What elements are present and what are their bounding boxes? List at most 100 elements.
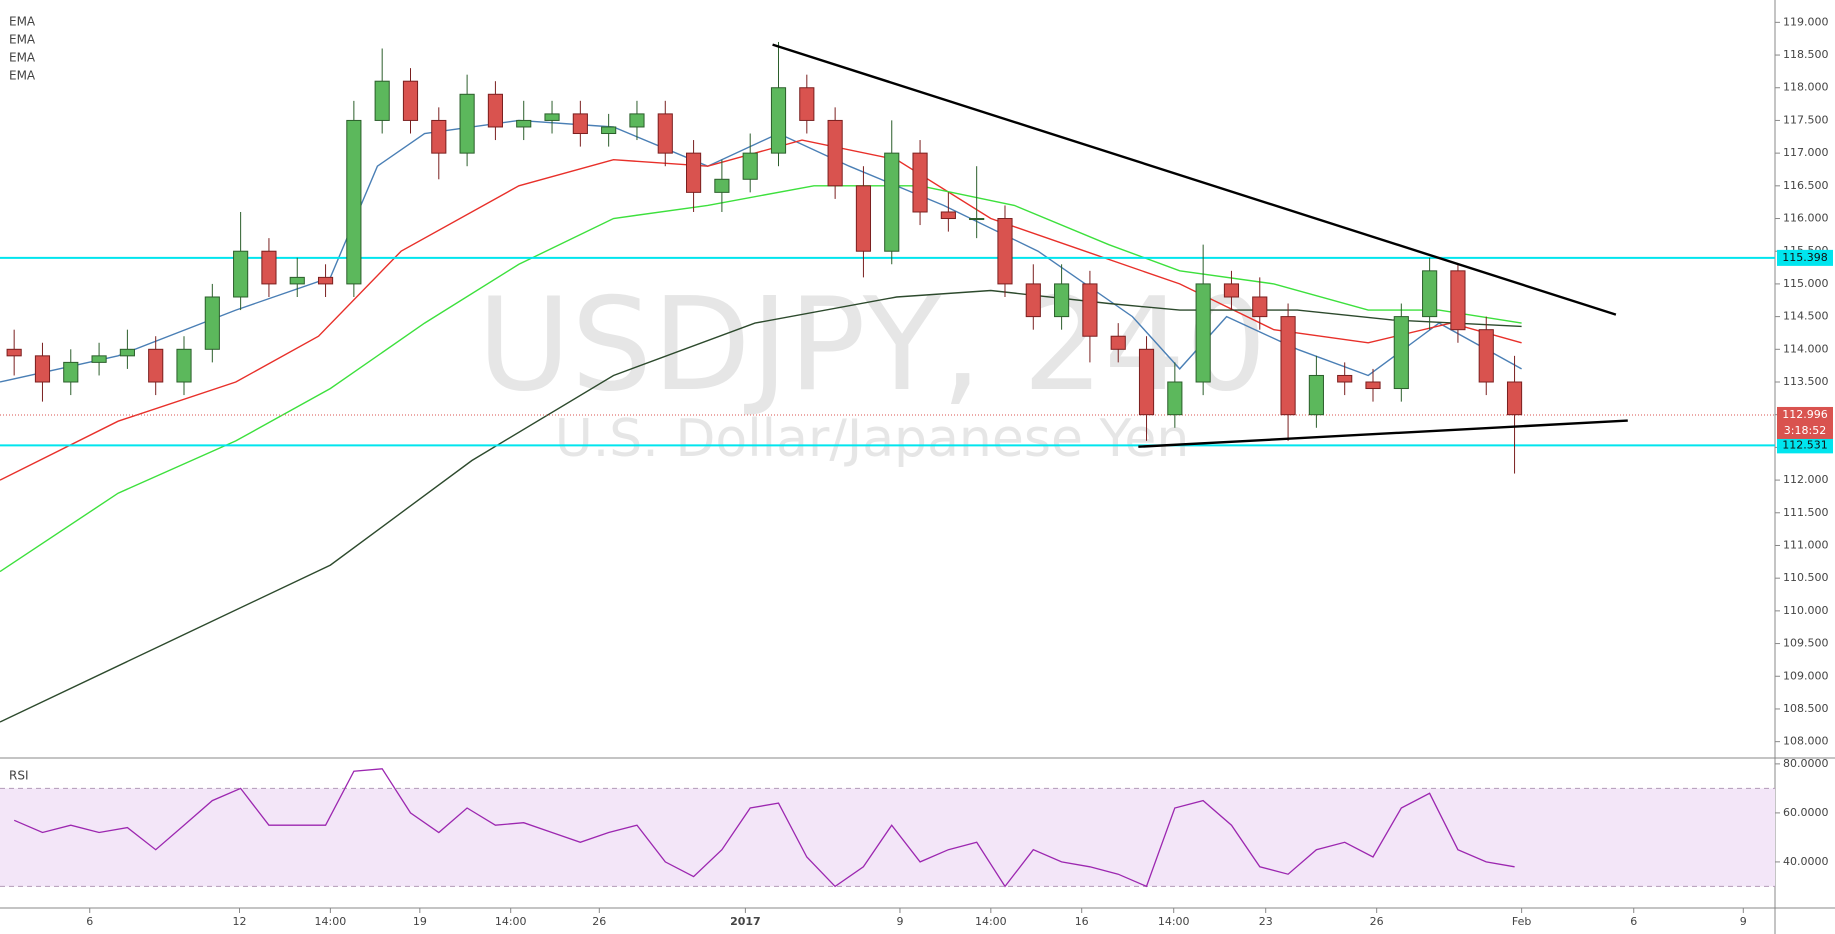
- candle-body: [289, 276, 305, 285]
- candle-body: [1223, 283, 1240, 298]
- x-tick-label: 26: [1370, 915, 1384, 928]
- x-tick-label: 26: [592, 915, 606, 928]
- candle-body: [204, 296, 220, 350]
- candle-body: [402, 80, 419, 121]
- watermark-subtitle: U.S. Dollar/Japanese Yen: [555, 409, 1190, 469]
- candle-body: [91, 355, 107, 363]
- candle-body: [1280, 316, 1296, 416]
- candle-body: [1252, 296, 1268, 318]
- candle-body: [1167, 381, 1183, 416]
- candle-body: [487, 93, 503, 128]
- candle-body: [544, 113, 560, 121]
- x-tick-label: 16: [1075, 915, 1089, 928]
- current-price-label: 112.996: [1782, 408, 1828, 421]
- candle-body: [1138, 348, 1155, 416]
- candle-body: [233, 250, 249, 298]
- y-tick-label: 109.500: [1783, 637, 1829, 650]
- price-label: 115.398: [1782, 251, 1828, 264]
- x-tick-label: 2017: [730, 915, 761, 928]
- candle-body: [827, 119, 843, 187]
- x-tick-label: 9: [1740, 915, 1747, 928]
- candle-body: [855, 185, 872, 252]
- candle-body: [1110, 335, 1126, 350]
- ema-line: [0, 185, 1522, 573]
- candle-body: [969, 218, 985, 221]
- candle-body: [1337, 374, 1353, 383]
- y-tick-label: 119.000: [1783, 15, 1829, 28]
- candle-body: [1054, 283, 1070, 318]
- candle-body: [686, 152, 702, 193]
- y-tick-label: 108.000: [1783, 735, 1829, 748]
- candle-body: [940, 211, 956, 220]
- candle-body: [176, 348, 192, 383]
- candle-body: [884, 152, 900, 252]
- y-tick-label: 110.500: [1783, 571, 1829, 584]
- y-tick-label: 115.000: [1783, 277, 1829, 290]
- candle-body: [63, 361, 79, 383]
- y-tick-label: 112.000: [1783, 473, 1829, 486]
- y-tick-label: 118.500: [1783, 48, 1829, 61]
- candle-body: [770, 87, 787, 154]
- candle-body: [1308, 374, 1324, 416]
- candle-body: [516, 119, 532, 128]
- x-tick-label: Feb: [1512, 915, 1531, 928]
- legend-entry: EMA: [9, 15, 36, 29]
- candle-body: [1422, 270, 1438, 318]
- trend-line: [1138, 419, 1628, 448]
- candle-body: [1025, 283, 1041, 318]
- current-price-box: [1777, 406, 1833, 439]
- x-tick-label: 14:00: [315, 915, 347, 928]
- price-label: 112.531: [1782, 438, 1828, 451]
- candle-body: [799, 87, 815, 121]
- rsi-band: [0, 788, 1775, 887]
- ema-line: [0, 289, 1522, 723]
- y-tick-label: 113.500: [1783, 375, 1829, 388]
- candle-body: [261, 250, 277, 285]
- legend-entry: EMA: [9, 51, 36, 65]
- candle-body: [119, 348, 135, 357]
- rsi-line: [13, 768, 1515, 888]
- rsi-label: RSI: [9, 769, 29, 783]
- y-tick-label: 111.000: [1783, 538, 1829, 551]
- countdown-label: 3:18:52: [1784, 424, 1826, 437]
- legend-entry: EMA: [9, 33, 36, 47]
- rsi-y-tick-label: 60.0000: [1783, 806, 1829, 819]
- ema-line: [0, 139, 1522, 481]
- y-tick-label: 118.000: [1783, 81, 1829, 94]
- trend-line: [772, 43, 1617, 316]
- candle-body: [148, 348, 164, 383]
- y-tick-label: 116.000: [1783, 212, 1829, 225]
- candle-body: [431, 119, 447, 154]
- candle-body: [912, 152, 928, 213]
- y-tick-label: 111.500: [1783, 506, 1829, 519]
- x-tick-label: 6: [86, 915, 93, 928]
- candle-body: [742, 152, 758, 180]
- candle-body: [714, 178, 730, 193]
- candle-body: [317, 276, 334, 285]
- candle-body: [1082, 283, 1098, 337]
- x-tick-label: 6: [1630, 915, 1637, 928]
- candle-body: [374, 80, 390, 121]
- x-tick-label: 14:00: [975, 915, 1007, 928]
- candle-body: [34, 355, 51, 383]
- candle-body: [346, 119, 362, 285]
- candle-body: [1393, 316, 1409, 390]
- candle-body: [997, 218, 1013, 285]
- legend-entry: EMA: [9, 69, 36, 83]
- price-label-box: [1777, 249, 1833, 266]
- y-tick-label: 114.500: [1783, 310, 1829, 323]
- y-tick-label: 109.000: [1783, 669, 1829, 682]
- x-tick-label: 19: [413, 915, 427, 928]
- x-tick-label: 9: [896, 915, 903, 928]
- candle-body: [572, 113, 588, 135]
- x-tick-label: 14:00: [1158, 915, 1190, 928]
- candle-body: [629, 113, 645, 128]
- price-label-box: [1777, 437, 1833, 454]
- candle-body: [1365, 381, 1381, 390]
- candle-body: [601, 126, 617, 135]
- x-tick-label: 12: [232, 915, 246, 928]
- rsi-y-tick-label: 40.0000: [1783, 855, 1829, 868]
- watermark-title: USDJPY, 240: [477, 271, 1267, 420]
- candle-body: [1478, 329, 1494, 383]
